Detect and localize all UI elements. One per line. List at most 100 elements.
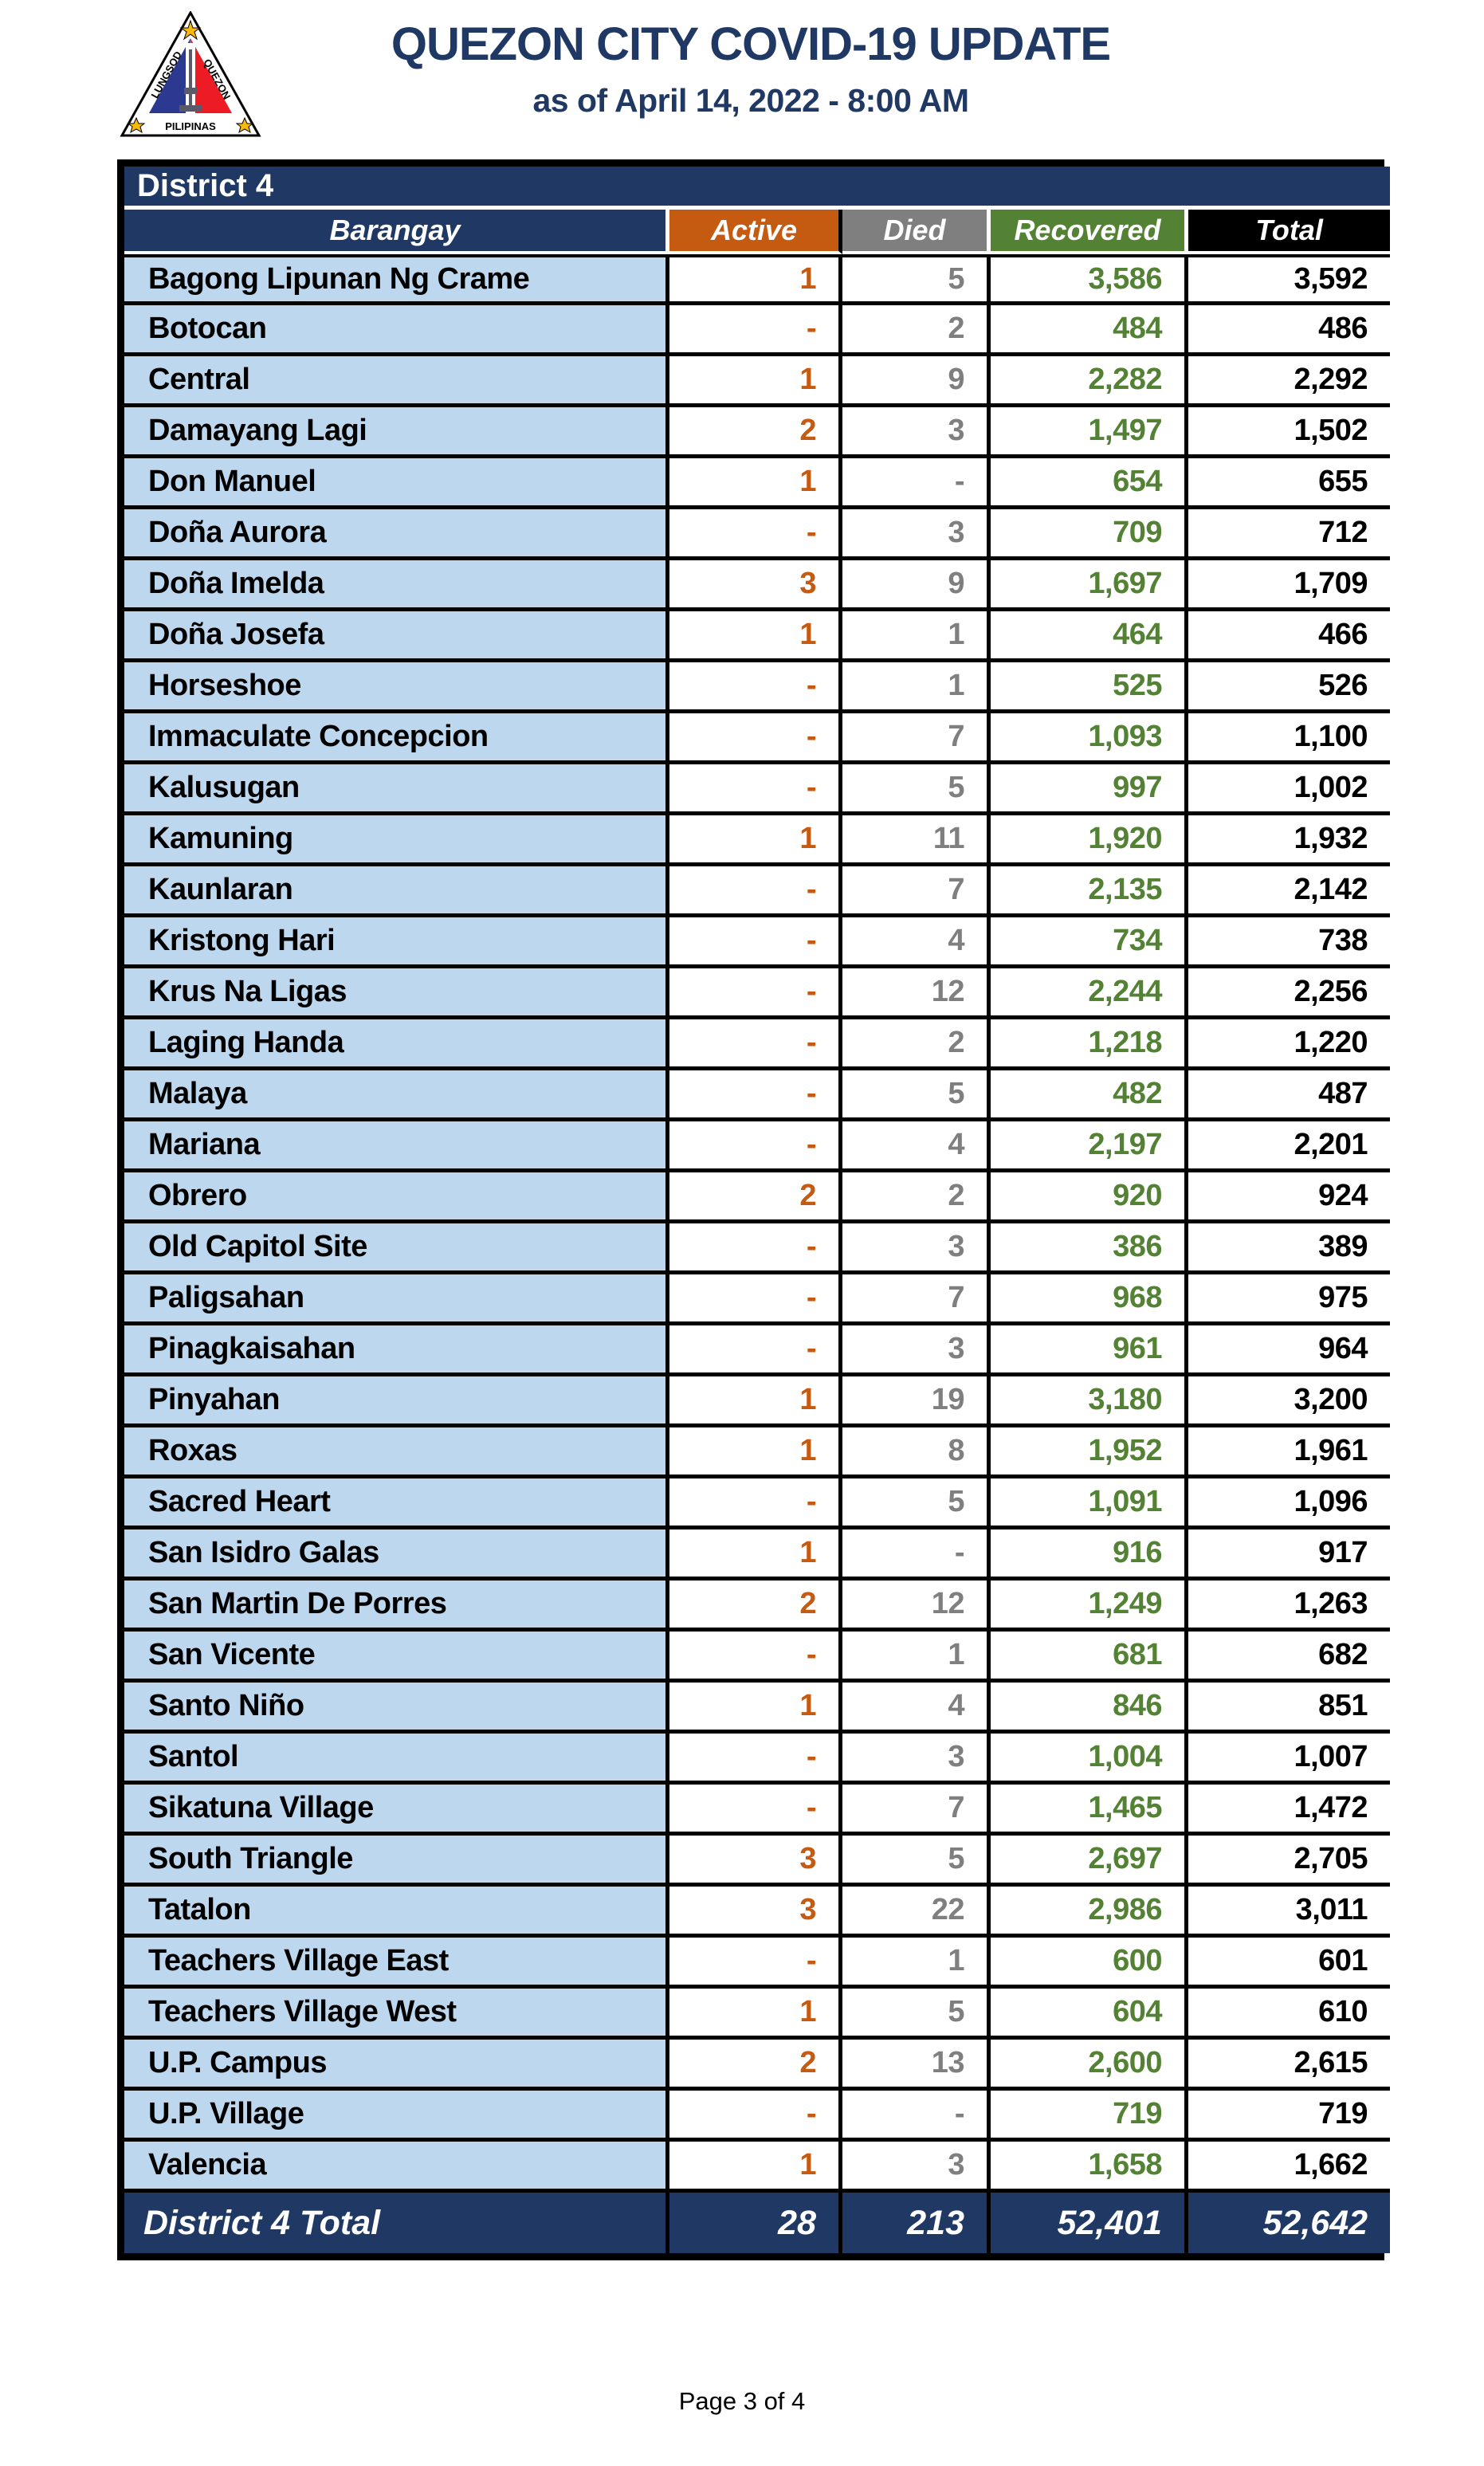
active-cell: -	[669, 1223, 842, 1274]
barangay-cell: Obrero	[124, 1172, 669, 1223]
died-cell: 22	[842, 1887, 991, 1938]
table-row: U.P. Village - -719 719	[124, 2091, 1391, 2142]
table-row: Don Manuel 1-654 655	[124, 458, 1391, 509]
active-cell: 2	[669, 1172, 842, 1223]
barangay-cell: Teachers Village West	[124, 1989, 669, 2040]
total-cell: 964	[1188, 1325, 1391, 1376]
table-row: Sikatuna Village -7 1,465 1,472	[124, 1785, 1391, 1836]
table-row: Old Capitol Site -3 386 389	[124, 1223, 1391, 1274]
active-cell: 1	[669, 611, 842, 662]
died-cell: 4	[842, 1121, 991, 1172]
total-cell: 1,263	[1188, 1581, 1391, 1632]
table-row: Central 1 9 2,282 2,292	[124, 356, 1391, 407]
active-cell: -	[669, 1070, 842, 1121]
total-cell: 1,709	[1188, 560, 1391, 611]
column-header-recovered: Recovered	[991, 210, 1188, 254]
recovered-cell: 1,004	[991, 1734, 1188, 1785]
barangay-cell: Laging Handa	[124, 1019, 669, 1070]
recovered-cell: 1,697	[991, 560, 1188, 611]
table-row: Kamuning 1 11 1,920 1,932	[124, 815, 1391, 866]
table-row: Pinyahan 1 19 3,180 3,200	[124, 1376, 1391, 1427]
total-cell: 1,096	[1188, 1478, 1391, 1529]
died-cell: 9	[842, 560, 991, 611]
recovered-cell: 916	[991, 1529, 1188, 1581]
qc-seal-icon: LUNGSOD QUEZON PILIPINAS	[120, 10, 261, 137]
died-cell: 13	[842, 2040, 991, 2091]
page-title: QUEZON CITY COVID-19 UPDATE	[391, 18, 1111, 70]
table-row: Bagong Lipunan Ng Crame 1 5 3,586 3,592	[124, 254, 1391, 305]
died-cell: 1	[842, 662, 991, 713]
active-cell: 1	[669, 1683, 842, 1734]
quezon-city-seal-logo: LUNGSOD QUEZON PILIPINAS	[119, 10, 262, 137]
active-cell: 3	[669, 560, 842, 611]
barangay-cell: Teachers Village East	[124, 1938, 669, 1989]
total-cell: 1,961	[1188, 1427, 1391, 1478]
active-cell: -	[669, 1325, 842, 1376]
table-row: Immaculate Concepcion -7 1,093 1,100	[124, 713, 1391, 764]
covid-table: District 4 Barangay Active Died Recovere…	[124, 167, 1391, 2253]
table-row: Malaya -5 482 487	[124, 1070, 1391, 1121]
table-row: Sacred Heart -5 1,091 1,096	[124, 1478, 1391, 1529]
barangay-cell: Pinyahan	[124, 1376, 669, 1427]
barangay-cell: Sacred Heart	[124, 1478, 669, 1529]
died-cell: 3	[842, 407, 991, 458]
died-cell: 7	[842, 713, 991, 764]
barangay-cell: Kamuning	[124, 815, 669, 866]
table-row: Botocan -2 484 486	[124, 305, 1391, 356]
total-cell: 601	[1188, 1938, 1391, 1989]
barangay-cell: San Martin De Porres	[124, 1581, 669, 1632]
table-row: Pinagkaisahan -3 961 964	[124, 1325, 1391, 1376]
recovered-cell: 2,697	[991, 1836, 1188, 1887]
died-cell: 8	[842, 1427, 991, 1478]
table-row: Doña Josefa 1 1 464 466	[124, 611, 1391, 662]
died-cell: 5	[842, 764, 991, 815]
total-cell: 1,662	[1188, 2142, 1391, 2193]
column-header-died: Died	[842, 210, 991, 254]
recovered-cell: 961	[991, 1325, 1188, 1376]
recovered-cell: 654	[991, 458, 1188, 509]
table-row: San Vicente -1 681 682	[124, 1632, 1391, 1683]
recovered-cell: 3,586	[991, 254, 1188, 305]
barangay-cell: San Vicente	[124, 1632, 669, 1683]
barangay-cell: Botocan	[124, 305, 669, 356]
active-cell: -	[669, 866, 842, 917]
total-cell: 610	[1188, 1989, 1391, 2040]
barangay-cell: U.P. Campus	[124, 2040, 669, 2091]
died-cell: 5	[842, 1478, 991, 1529]
recovered-cell: 2,986	[991, 1887, 1188, 1938]
column-header-total: Total	[1188, 210, 1391, 254]
report-header: LUNGSOD QUEZON PILIPINAS QUEZON CITY COV…	[117, 0, 1384, 156]
died-cell: 12	[842, 1581, 991, 1632]
district-total-label: District 4 Total	[124, 2193, 669, 2253]
died-cell: 7	[842, 1785, 991, 1836]
active-cell: -	[669, 1478, 842, 1529]
died-cell: 3	[842, 509, 991, 560]
recovered-cell: 1,093	[991, 713, 1188, 764]
recovered-cell: 482	[991, 1070, 1188, 1121]
district-table-frame: District 4 Barangay Active Died Recovere…	[117, 159, 1391, 2260]
table-row: Kalusugan -5 997 1,002	[124, 764, 1391, 815]
table-row: Kaunlaran -7 2,135 2,142	[124, 866, 1391, 917]
total-cell: 738	[1188, 917, 1391, 968]
active-cell: -	[669, 509, 842, 560]
died-cell: 7	[842, 866, 991, 917]
died-cell: 7	[842, 1274, 991, 1325]
died-cell: 9	[842, 356, 991, 407]
recovered-cell: 1,218	[991, 1019, 1188, 1070]
table-row: Santol -3 1,004 1,007	[124, 1734, 1391, 1785]
total-cell: 2,615	[1188, 2040, 1391, 2091]
recovered-cell: 2,600	[991, 2040, 1188, 2091]
table-row: Damayang Lagi 2 3 1,497 1,502	[124, 407, 1391, 458]
died-cell: 2	[842, 1019, 991, 1070]
barangay-cell: Doña Aurora	[124, 509, 669, 560]
barangay-cell: Sikatuna Village	[124, 1785, 669, 1836]
barangay-cell: Kristong Hari	[124, 917, 669, 968]
recovered-cell: 600	[991, 1938, 1188, 1989]
recovered-cell: 997	[991, 764, 1188, 815]
active-cell: -	[669, 713, 842, 764]
active-cell: 1	[669, 254, 842, 305]
title-block: QUEZON CITY COVID-19 UPDATE as of April …	[117, 18, 1384, 120]
table-row: Doña Aurora -3 709 712	[124, 509, 1391, 560]
barangay-cell: Central	[124, 356, 669, 407]
active-cell: -	[669, 1274, 842, 1325]
